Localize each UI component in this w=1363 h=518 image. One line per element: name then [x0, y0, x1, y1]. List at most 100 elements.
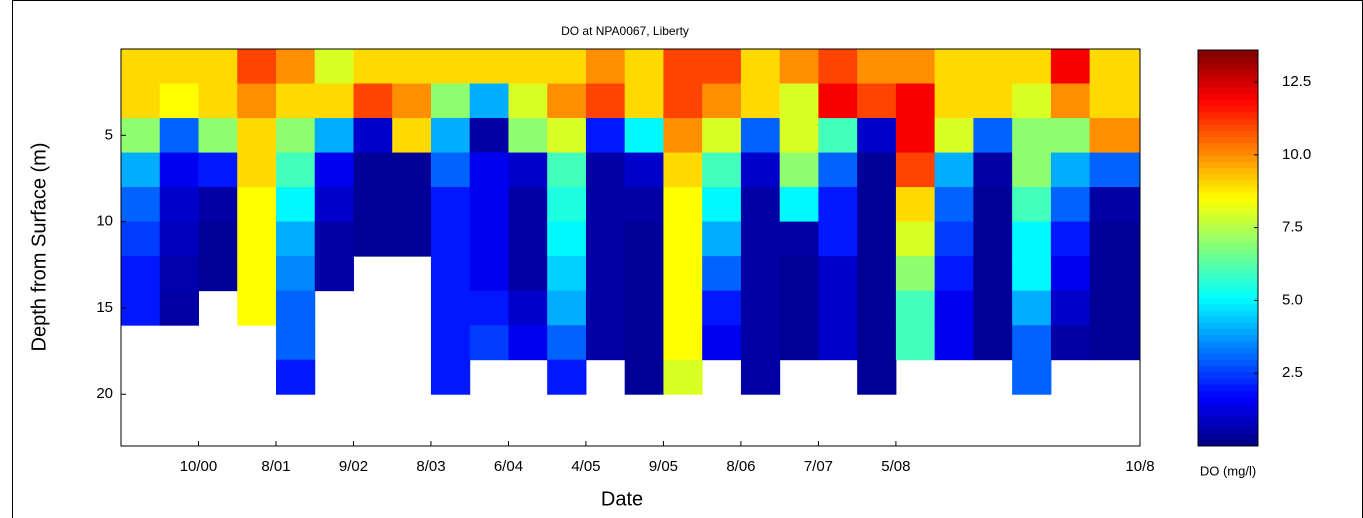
colorbar-swatch [1198, 322, 1258, 329]
contour-cell [1089, 256, 1140, 292]
colorbar-swatch [1198, 142, 1258, 150]
contour-cell [818, 49, 858, 85]
contour-cell [430, 118, 471, 154]
contour-cell [973, 221, 1013, 257]
contour-cell [469, 49, 509, 85]
contour-cell [895, 49, 936, 85]
contour-cell [547, 118, 587, 154]
contour-cell [740, 152, 781, 188]
contour-cell [353, 118, 393, 154]
contour-cell [973, 49, 1013, 85]
contour-cell [585, 187, 626, 223]
contour-cell [275, 49, 316, 85]
colorbar-swatch [1198, 167, 1258, 175]
contour-cell [469, 221, 509, 257]
colorbar-swatch [1198, 433, 1258, 441]
contour-cell [547, 221, 587, 257]
contour-cell [1050, 118, 1091, 154]
contour-cell [430, 256, 471, 292]
contour-cell [547, 256, 587, 292]
colorbar-swatch [1198, 241, 1258, 249]
contour-cell [1089, 83, 1140, 119]
contour-cell [469, 256, 509, 292]
contour-cell [934, 49, 974, 85]
colorbar-swatch [1198, 415, 1258, 422]
contour-cell [663, 256, 703, 292]
contour-cell [624, 359, 664, 395]
contour-cell [779, 290, 819, 326]
contour-cell [392, 187, 432, 223]
colorbar-swatch [1198, 272, 1258, 280]
colorbar-swatch [1198, 87, 1258, 94]
contour-cell [702, 325, 742, 361]
contour-cell [314, 118, 354, 154]
contour-cell [547, 359, 587, 395]
contour-cell [857, 256, 897, 292]
contour-cell [702, 221, 742, 257]
colorbar-swatch [1198, 316, 1258, 323]
contour-cell [1089, 49, 1140, 85]
contour-cell [1089, 290, 1140, 326]
x-tick-label: 9/02 [339, 458, 368, 475]
contour-cell [934, 221, 974, 257]
colorbar-swatch [1198, 229, 1258, 237]
colorbar-swatch [1198, 278, 1258, 286]
contour-cell [624, 221, 664, 257]
contour-cell [469, 118, 509, 154]
colorbar-swatch [1198, 303, 1258, 311]
colorbar-swatch [1198, 136, 1258, 144]
contour-cell [702, 118, 742, 154]
contour-cell [1012, 256, 1052, 292]
contour-cell [121, 290, 161, 326]
contour-cell [624, 83, 664, 119]
contour-cell [740, 221, 781, 257]
x-tick-label: 5/08 [881, 458, 910, 475]
plot-frame [120, 48, 1141, 447]
contour-cell [392, 221, 432, 257]
contour-cell [237, 83, 277, 119]
contour-cell [198, 83, 238, 119]
contour-cell [934, 152, 974, 188]
x-tick-label: 10/00 [180, 458, 218, 475]
colorbar-swatch [1198, 421, 1258, 428]
colorbar-swatch [1198, 254, 1258, 261]
colorbar-swatch [1198, 105, 1258, 113]
contour-cell [275, 359, 316, 395]
contour-cell [237, 118, 277, 154]
y-tick-label: 5 [105, 126, 113, 143]
contour-cell [857, 359, 897, 395]
contour-cell [779, 83, 819, 119]
colorbar-swatch [1198, 439, 1258, 447]
contour-cell [624, 325, 664, 361]
contour-cell [392, 118, 432, 154]
contour-cell [934, 256, 974, 292]
contour-cell [469, 83, 509, 119]
colorbar-swatch [1198, 359, 1258, 367]
contour-cell [740, 325, 781, 361]
x-tick-label: 6/04 [494, 458, 523, 475]
contour-cell [198, 256, 238, 292]
contour-cell [818, 290, 858, 326]
contour-cell [314, 152, 354, 188]
colorbar-swatch [1198, 93, 1258, 100]
colorbar-tick-label: 10.0 [1282, 146, 1311, 163]
x-tick-label: 10/8 [1125, 458, 1154, 475]
contour-cell [779, 49, 819, 85]
contour-cell [1012, 187, 1052, 223]
contour-cell [1089, 325, 1140, 361]
colorbar-tick-label: 5.0 [1282, 291, 1303, 308]
contour-cell [198, 187, 238, 223]
contour-cell [237, 49, 277, 85]
contour-cell [1012, 221, 1052, 257]
colorbar-swatch [1198, 99, 1258, 107]
contour-cell [275, 256, 316, 292]
contour-cell [1012, 359, 1052, 395]
colorbar-swatch [1198, 353, 1258, 360]
colorbar-swatch [1198, 68, 1258, 76]
colorbar-swatch [1198, 130, 1258, 138]
contour-cell [159, 256, 199, 292]
contour-cell [547, 152, 587, 188]
contour-cell [1050, 49, 1091, 85]
contour-cell [159, 49, 199, 85]
contour-cell [237, 256, 277, 292]
